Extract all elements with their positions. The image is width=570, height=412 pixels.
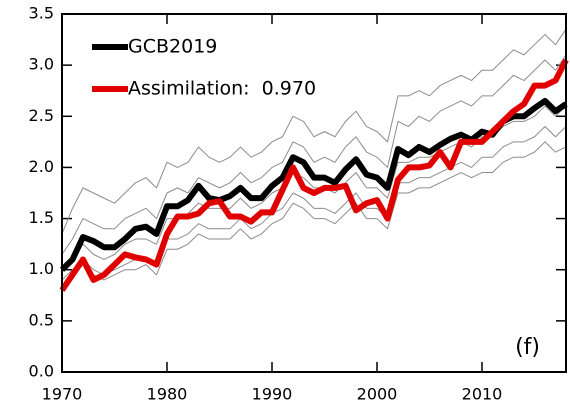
series-line bbox=[61, 141, 567, 286]
y-tick-label: 0.0 bbox=[29, 362, 54, 381]
x-tick-label: 2000 bbox=[357, 385, 398, 404]
y-tick-label: 2.0 bbox=[29, 157, 54, 176]
y-tick-label: 3.5 bbox=[29, 4, 54, 23]
y-tick-label: 0.5 bbox=[29, 310, 54, 329]
series-line bbox=[61, 29, 567, 235]
panel-label: (f) bbox=[515, 335, 540, 360]
series-line bbox=[59, 58, 569, 292]
x-tick-label: 2010 bbox=[462, 385, 503, 404]
y-tick-label: 1.0 bbox=[29, 259, 54, 278]
plot-frame bbox=[61, 13, 567, 373]
legend-label: GCB2019 bbox=[128, 36, 217, 58]
series-line bbox=[59, 97, 568, 272]
series-line bbox=[61, 105, 567, 271]
x-tick-label: 1990 bbox=[252, 385, 293, 404]
x-tick-label: 1980 bbox=[147, 385, 188, 404]
y-tick-label: 1.5 bbox=[29, 208, 54, 227]
y-tick-label: 3.0 bbox=[29, 55, 54, 74]
legend-label: Assimilation: 0.970 bbox=[128, 78, 316, 100]
x-tick-label: 1970 bbox=[42, 385, 83, 404]
y-tick-label: 2.5 bbox=[29, 106, 54, 125]
series-line bbox=[61, 54, 567, 255]
